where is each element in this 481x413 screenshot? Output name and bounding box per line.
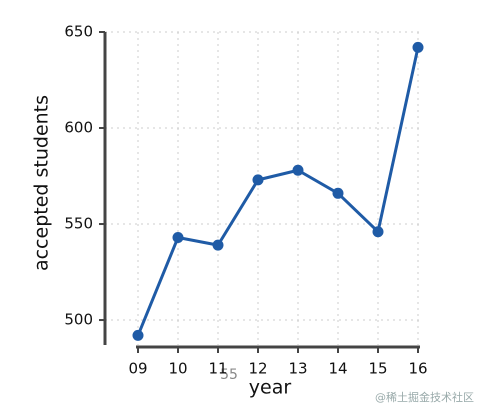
- x-tick-label: 09: [128, 360, 147, 378]
- x-tick-label: 10: [168, 360, 187, 378]
- y-tick-label: 550: [64, 215, 93, 233]
- x-tick-label: 12: [248, 360, 267, 378]
- point: [372, 226, 384, 238]
- point: [332, 187, 344, 199]
- y-tick-label: 600: [64, 119, 93, 137]
- point: [132, 329, 144, 341]
- x-axis-label: year: [249, 377, 292, 399]
- point: [172, 231, 184, 243]
- point: [412, 41, 424, 53]
- line: [136, 47, 420, 336]
- point: [292, 164, 304, 176]
- x-tick-label: 15: [368, 360, 387, 378]
- x-tick-label: 13: [288, 360, 307, 378]
- point: [212, 239, 224, 251]
- watermark: @稀土掘金技术社区: [375, 390, 474, 404]
- x-tick-label: 16: [408, 360, 427, 378]
- y-tick-label: 500: [64, 311, 93, 329]
- y-tick-label: 650: [64, 23, 93, 41]
- x-tick-label: 11: [208, 360, 227, 378]
- y-axis-label: accepted students: [31, 95, 53, 271]
- annotation: 55: [220, 367, 238, 383]
- x-tick-label: 14: [328, 360, 347, 378]
- point: [252, 174, 264, 186]
